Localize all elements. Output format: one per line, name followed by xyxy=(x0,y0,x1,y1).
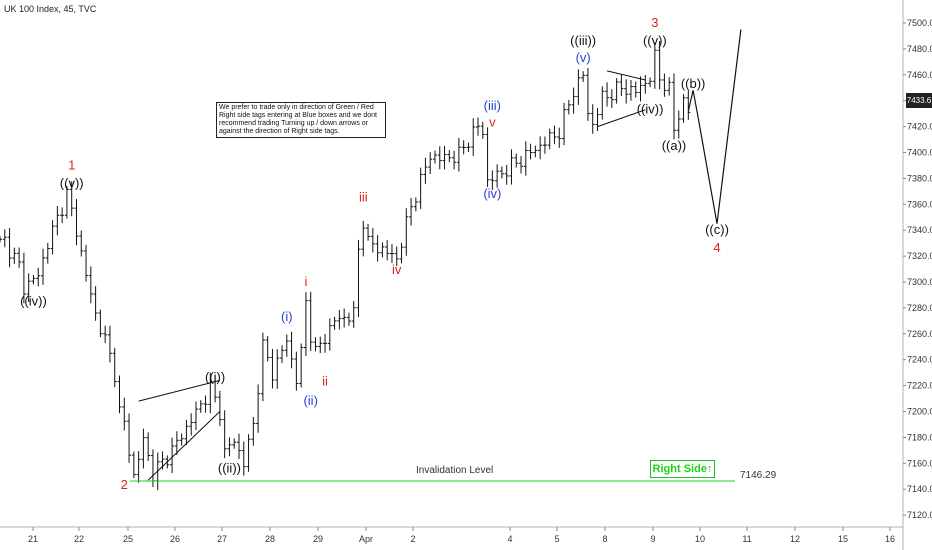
wave-label: iv xyxy=(392,262,402,277)
wave-label: ((b)) xyxy=(681,76,706,91)
time-tick-label: 16 xyxy=(885,534,895,544)
time-tick-label: 11 xyxy=(742,534,751,544)
current-price-tag: 7433.6 xyxy=(906,93,932,108)
time-tick-label: 22 xyxy=(74,534,84,544)
wave-label: 2 xyxy=(121,477,128,492)
time-axis[interactable]: 21 22 25 26 27 28 29 Apr 2 4 5 8 9 10 11 12 15 16 xyxy=(0,526,903,544)
wave-label: 4 xyxy=(713,240,720,255)
price-tick-label: 7500.0 xyxy=(907,18,932,28)
up-arrow-icon: ↑ xyxy=(706,463,713,475)
annotation-lines xyxy=(130,29,742,482)
wave-label: ((iv)) xyxy=(20,293,47,308)
time-tick-label: 9 xyxy=(650,534,655,544)
wave-label: (iv) xyxy=(483,186,501,201)
price-tick-label: 7320.0 xyxy=(907,251,932,261)
time-tick-label: 10 xyxy=(695,534,705,544)
wave-label: 3 xyxy=(651,15,658,30)
wave-label: (i) xyxy=(281,309,293,324)
price-tick-label: 7200.0 xyxy=(907,407,932,417)
wave-label: ((a)) xyxy=(662,138,687,153)
price-tick-label: 7300.0 xyxy=(907,277,932,287)
right-side-tag: Right Side↑ xyxy=(650,460,715,478)
wave-label: ((ii)) xyxy=(218,460,241,475)
wave-label: ((i)) xyxy=(205,370,225,385)
price-tick-label: 7380.0 xyxy=(907,173,932,183)
time-tick-label: 27 xyxy=(217,534,227,544)
time-tick-label: 2 xyxy=(410,534,415,544)
wave-label: v xyxy=(489,115,496,130)
wave-label: (iii) xyxy=(484,98,501,113)
time-tick-label: 26 xyxy=(170,534,180,544)
right-side-label: Right Side xyxy=(652,463,707,475)
wave-label: ((v)) xyxy=(60,175,84,190)
chart-title: UK 100 Index, 45, TVC xyxy=(4,4,97,14)
wave-label: ((v)) xyxy=(643,33,667,48)
time-tick-label: 5 xyxy=(554,534,559,544)
invalidation-label: Invalidation Level xyxy=(416,465,494,476)
trendline xyxy=(606,70,646,81)
price-tick-label: 7260.0 xyxy=(907,329,932,339)
price-tick-label: 7160.0 xyxy=(907,458,932,468)
time-tick-label: Apr xyxy=(359,534,373,544)
wave-label: ((c)) xyxy=(705,222,729,237)
trendline xyxy=(147,411,221,481)
time-tick-label: 29 xyxy=(313,534,323,544)
wave-label: ii xyxy=(322,374,328,389)
time-tick-label: 25 xyxy=(123,534,133,544)
wave-label: ((iv)) xyxy=(637,102,664,117)
time-tick-label: 15 xyxy=(838,534,848,544)
time-tick-label: 12 xyxy=(790,534,800,544)
wave-label: ((iii)) xyxy=(570,33,596,48)
price-tick-label: 7220.0 xyxy=(907,381,932,391)
wave-label: i xyxy=(304,274,307,289)
trendline xyxy=(138,379,221,402)
price-tick-label: 7340.0 xyxy=(907,225,932,235)
price-tick-label: 7460.0 xyxy=(907,70,932,80)
time-tick-label: 8 xyxy=(602,534,607,544)
time-tick-label: 4 xyxy=(507,534,512,544)
price-tick-label: 7120.0 xyxy=(907,510,932,520)
price-tick-label: 7480.0 xyxy=(907,44,932,54)
wave-label: (ii) xyxy=(303,393,317,408)
price-tick-label: 7240.0 xyxy=(907,355,932,365)
forecast-path xyxy=(687,29,742,224)
trendline xyxy=(597,109,646,128)
invalidation-price: 7146.29 xyxy=(740,470,777,481)
price-tick-label: 7400.0 xyxy=(907,148,932,158)
wave-label: iii xyxy=(359,190,368,205)
price-axis[interactable]: 7500.07480.07460.07440.07420.07400.07380… xyxy=(902,0,932,550)
price-tick-label: 7280.0 xyxy=(907,303,932,313)
price-tick-label: 7140.0 xyxy=(907,484,932,494)
price-tick-label: 7180.0 xyxy=(907,432,932,442)
time-tick-label: 21 xyxy=(28,534,38,544)
trading-note: We prefer to trade only in direction of … xyxy=(216,102,386,138)
wave-label: 1 xyxy=(68,157,75,172)
wave-labels: 1((v))((iv))2((i))((ii))(i)(ii)iiiiiiiv(… xyxy=(20,15,729,492)
price-bars xyxy=(0,40,691,491)
wave-label: (v) xyxy=(576,50,591,65)
price-tick-label: 7420.0 xyxy=(907,122,932,132)
price-tick-label: 7360.0 xyxy=(907,199,932,209)
time-tick-label: 28 xyxy=(265,534,275,544)
